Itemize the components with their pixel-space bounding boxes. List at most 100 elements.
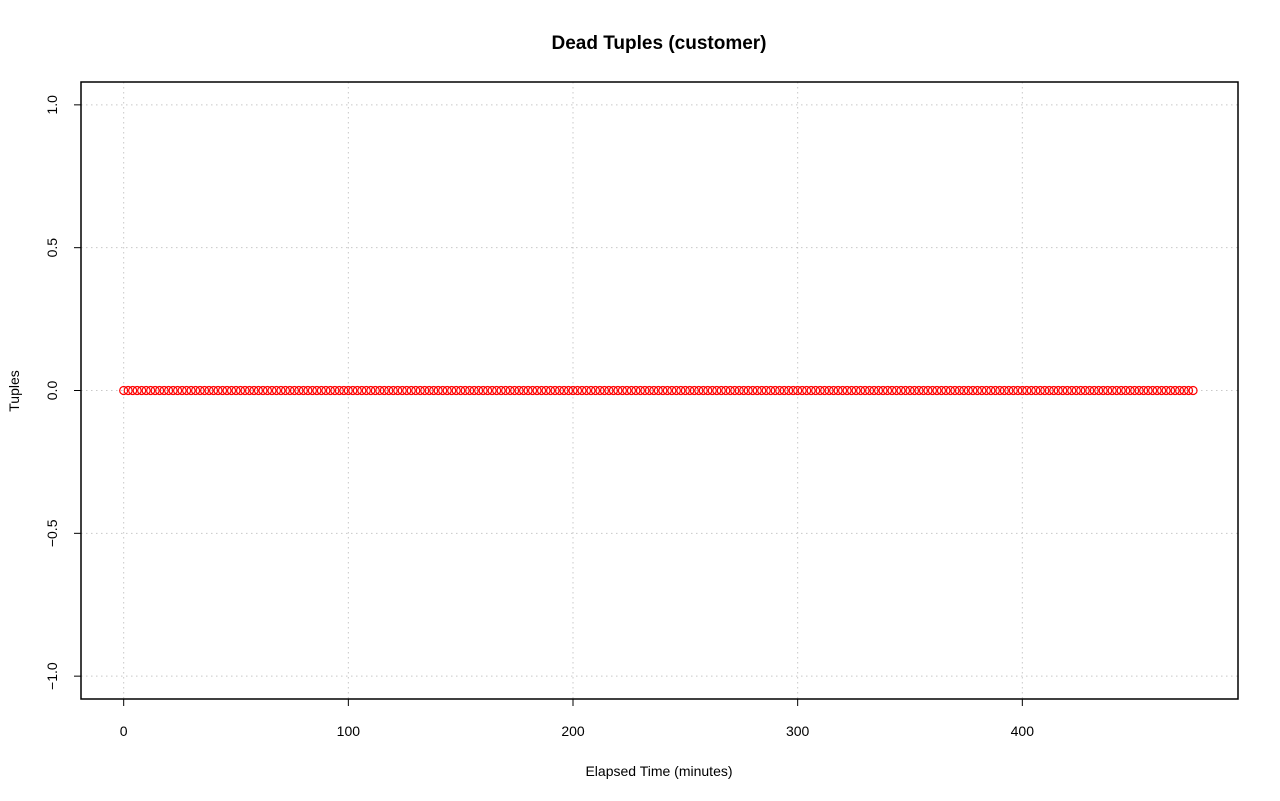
data-point <box>213 385 223 396</box>
data-point <box>730 385 740 396</box>
data-point <box>1080 385 1090 396</box>
data-point <box>1085 385 1095 396</box>
data-point <box>442 385 452 396</box>
data-point <box>370 385 380 396</box>
data-point <box>258 385 268 396</box>
data-point <box>608 385 619 396</box>
data-point <box>757 385 767 396</box>
data-point <box>123 385 133 396</box>
data-point <box>276 385 286 396</box>
data-point <box>375 385 385 396</box>
data-point <box>1183 385 1194 396</box>
data-point <box>945 385 956 396</box>
data-point <box>204 385 214 396</box>
data-point <box>918 385 929 396</box>
data-point <box>999 385 1009 396</box>
data-point <box>168 385 178 396</box>
y-tick-label: 0.5 <box>44 238 60 258</box>
data-point <box>1031 385 1041 396</box>
data-point <box>289 385 300 396</box>
data-point <box>550 385 560 396</box>
data-point <box>415 385 425 396</box>
data-point <box>271 385 282 396</box>
data-point <box>820 385 830 396</box>
data-point <box>784 385 794 396</box>
data-point <box>990 385 1000 396</box>
data-point <box>545 385 556 396</box>
data-point <box>595 385 605 396</box>
data-point <box>829 385 839 396</box>
data-point <box>438 385 448 396</box>
data-point <box>1157 385 1167 396</box>
data-point <box>559 385 569 396</box>
data-point <box>1125 385 1135 396</box>
data-point <box>954 385 965 396</box>
data-point <box>761 385 771 396</box>
data-point <box>734 385 744 396</box>
data-point <box>474 385 484 396</box>
data-point <box>644 385 654 396</box>
data-point <box>748 385 758 396</box>
x-tick-label: 300 <box>786 723 810 739</box>
data-point <box>914 385 924 396</box>
data-point <box>137 385 147 396</box>
data-point <box>797 385 807 396</box>
data-point <box>698 385 708 396</box>
data-point <box>1161 385 1171 396</box>
data-point <box>505 385 515 396</box>
data-point <box>1058 385 1068 396</box>
data-point <box>492 385 502 396</box>
data-point <box>586 385 596 396</box>
data-point <box>923 385 933 396</box>
data-point <box>411 385 421 396</box>
data-point <box>554 385 565 396</box>
data-point <box>1112 385 1122 396</box>
data-point <box>303 385 313 396</box>
data-point <box>173 385 183 396</box>
data-point <box>1174 385 1185 396</box>
data-point <box>451 385 461 396</box>
data-point <box>159 385 169 396</box>
data-point <box>119 385 129 396</box>
data-point <box>456 385 466 396</box>
data-point <box>195 385 205 396</box>
data-point <box>366 385 376 396</box>
data-point <box>613 385 623 396</box>
data-point <box>393 385 403 396</box>
data-point <box>420 385 430 396</box>
data-point <box>986 385 996 396</box>
data-point <box>1017 385 1027 396</box>
data-point <box>348 385 358 396</box>
data-point <box>1130 385 1140 396</box>
data-point <box>685 385 695 396</box>
chart-title: Dead Tuples (customer) <box>551 33 766 54</box>
data-point <box>855 385 866 396</box>
data-point <box>703 385 713 396</box>
data-point <box>1044 385 1054 396</box>
data-point <box>199 385 210 396</box>
data-point <box>128 385 138 396</box>
data-point <box>833 385 843 396</box>
data-point <box>725 385 735 396</box>
data-point <box>1103 385 1113 396</box>
data-point <box>802 385 812 396</box>
data-point <box>190 385 201 396</box>
data-point <box>941 385 951 396</box>
data-point <box>864 385 875 396</box>
data-point <box>321 385 331 396</box>
data-point <box>716 385 726 396</box>
data-point <box>164 385 174 396</box>
data-point <box>1076 385 1086 396</box>
data-point <box>262 385 273 396</box>
data-point <box>977 385 987 396</box>
data-point <box>1035 385 1045 396</box>
data-point <box>806 385 816 396</box>
data-point <box>1188 385 1198 396</box>
data-point <box>631 385 641 396</box>
data-point <box>536 385 547 396</box>
data-point <box>357 385 367 396</box>
data-point <box>878 385 888 396</box>
data-point <box>285 385 295 396</box>
data-point <box>478 385 488 396</box>
